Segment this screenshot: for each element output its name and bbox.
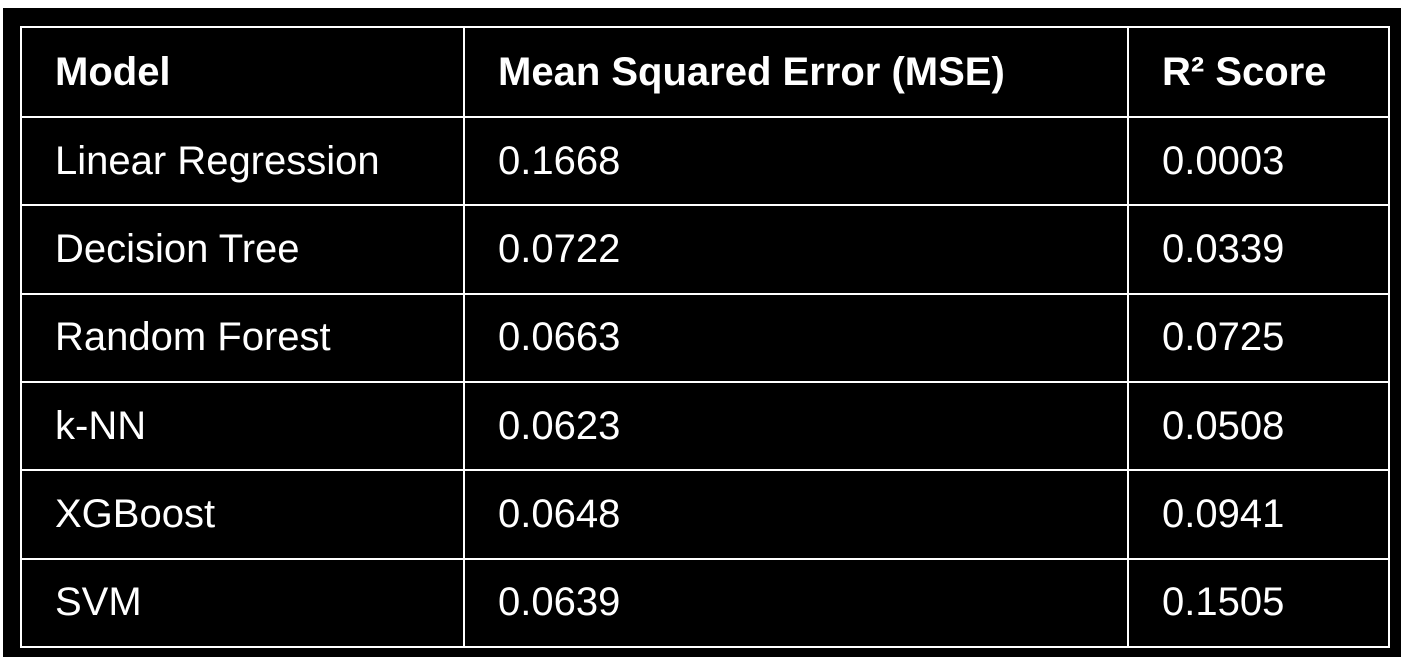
- table-panel: Model Mean Squared Error (MSE) R² Score …: [3, 8, 1401, 657]
- mse-cell: 0.0639: [463, 557, 1129, 649]
- mse-cell: 0.1668: [463, 115, 1129, 207]
- table-row: k-NN 0.0623 0.0508: [20, 380, 1390, 472]
- table-header-row: Model Mean Squared Error (MSE) R² Score: [20, 26, 1390, 118]
- model-name-cell: Decision Tree: [20, 204, 465, 295]
- mse-cell: 0.0648: [463, 469, 1129, 560]
- table-row: XGBoost 0.0648 0.0941: [20, 469, 1390, 560]
- mse-cell: 0.0663: [463, 292, 1129, 383]
- table-row: Random Forest 0.0663 0.0725: [20, 292, 1390, 383]
- r2-score-cell: 0.0941: [1127, 469, 1390, 560]
- table-row: Linear Regression 0.1668 0.0003: [20, 115, 1390, 207]
- r2-score-cell: 0.0003: [1127, 115, 1390, 207]
- r2-score-cell: 0.0725: [1127, 292, 1390, 383]
- r2-score-cell: 0.1505: [1127, 557, 1390, 649]
- r2-score-cell: 0.0508: [1127, 380, 1390, 472]
- column-header-model: Model: [20, 26, 465, 118]
- mse-cell: 0.0623: [463, 380, 1129, 472]
- model-name-cell: XGBoost: [20, 469, 465, 560]
- mse-cell: 0.0722: [463, 204, 1129, 295]
- model-name-cell: Random Forest: [20, 292, 465, 383]
- table-row: SVM 0.0639 0.1505: [20, 557, 1390, 649]
- model-name-cell: k-NN: [20, 380, 465, 472]
- column-header-r2-score: R² Score: [1127, 26, 1390, 118]
- model-name-cell: SVM: [20, 557, 465, 649]
- model-name-cell: Linear Regression: [20, 115, 465, 207]
- r2-score-cell: 0.0339: [1127, 204, 1390, 295]
- column-header-mse: Mean Squared Error (MSE): [463, 26, 1129, 118]
- table-row: Decision Tree 0.0722 0.0339: [20, 204, 1390, 295]
- model-results-table: Model Mean Squared Error (MSE) R² Score …: [20, 26, 1390, 649]
